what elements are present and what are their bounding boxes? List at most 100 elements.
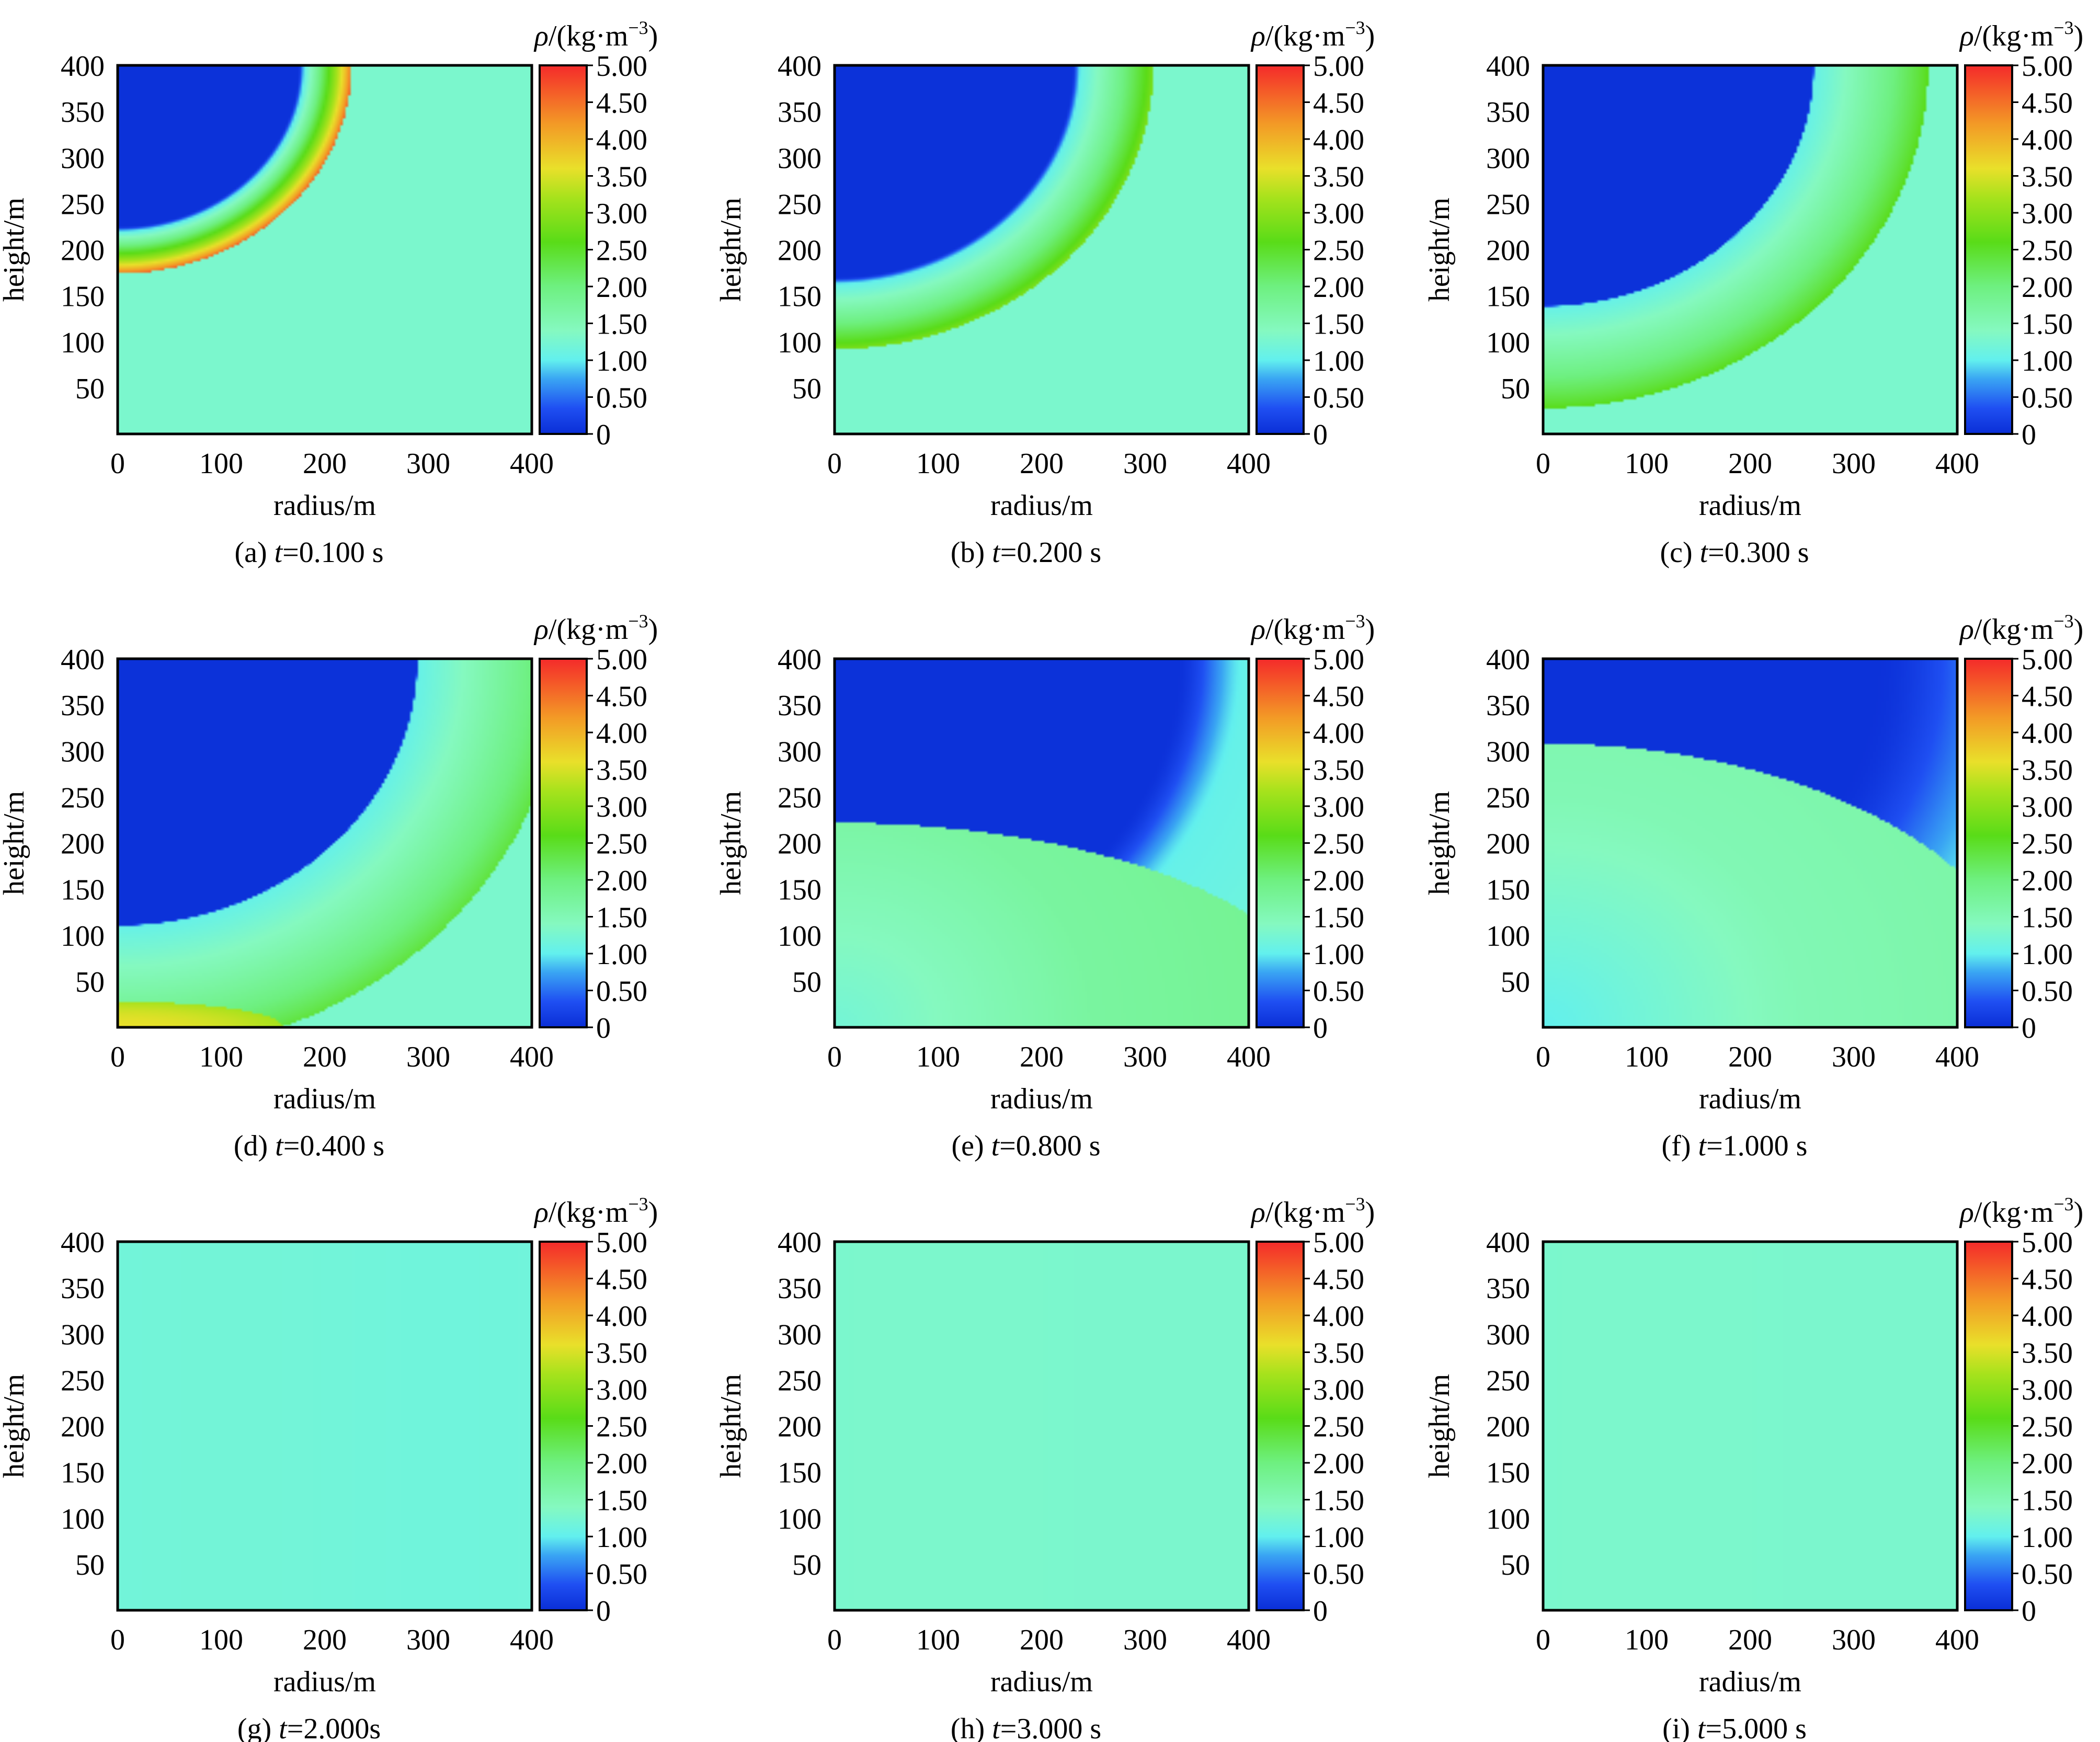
heatmap-f [1543, 659, 1957, 1027]
colorbar-tick-label: 1.50 [1313, 902, 1364, 934]
colorbar-tick-label: 3.00 [1313, 198, 1364, 230]
colorbar-tick-label: 1.50 [1313, 308, 1364, 341]
colorbar-tick-label: 0.50 [2022, 976, 2073, 1008]
y-tick-label: 250 [778, 1365, 821, 1397]
y-tick-label: 100 [778, 1503, 821, 1535]
x-tick-label: 300 [1832, 448, 1876, 480]
panel-caption: (b) t=0.200 s [951, 536, 1101, 569]
y-tick-label: 350 [778, 1273, 821, 1305]
y-tick-label: 400 [778, 1227, 821, 1259]
colorbar-tick-label: 0.50 [596, 976, 647, 1008]
x-axis-label: radius/m [990, 1666, 1093, 1698]
colorbar-tick-label: 0.50 [596, 382, 647, 415]
x-axis-label: radius/m [1699, 1666, 1801, 1698]
y-tick-label: 400 [778, 644, 821, 676]
x-tick-label: 400 [1227, 1624, 1271, 1656]
y-tick-label: 300 [1486, 1319, 1530, 1351]
y-tick-label: 50 [75, 966, 105, 999]
x-tick-label: 0 [1536, 448, 1550, 480]
y-tick-label: 50 [792, 1549, 821, 1581]
x-tick-label: 0 [827, 1041, 842, 1073]
y-tick-label: 250 [61, 1365, 105, 1397]
heatmap-h [835, 1242, 1249, 1610]
x-tick-label: 200 [303, 1041, 347, 1073]
colorbar-title: ρ/(kg·m−3) [1959, 611, 2083, 646]
y-tick-label: 250 [1486, 782, 1530, 814]
colorbar-title: ρ/(kg·m−3) [1250, 17, 1375, 52]
y-tick-label: 50 [1501, 373, 1530, 405]
y-tick-label: 200 [61, 1411, 105, 1443]
colorbar-tick-label: 4.00 [1313, 124, 1364, 156]
x-tick-label: 100 [916, 1624, 960, 1656]
x-tick-label: 400 [1935, 1624, 1979, 1656]
colorbar-tick-label: 2.50 [596, 1411, 647, 1443]
colorbar-tick-label: 2.50 [596, 828, 647, 861]
panel-caption: (e) t=0.800 s [951, 1130, 1100, 1162]
colorbar-tick-label: 0 [1313, 419, 1328, 451]
x-tick-label: 200 [1728, 1041, 1772, 1073]
x-tick-label: 300 [1832, 1041, 1876, 1073]
colorbar-tick-label: 4.50 [596, 1264, 647, 1296]
colorbar-tick-label: 2.50 [2022, 828, 2073, 861]
colorbar-tick-label: 1.00 [596, 345, 647, 377]
y-tick-label: 400 [1486, 644, 1530, 676]
y-tick-label: 200 [61, 828, 105, 861]
y-tick-label: 150 [61, 281, 105, 313]
x-tick-label: 200 [303, 448, 347, 480]
colorbar-tick-label: 3.50 [1313, 1337, 1364, 1370]
colorbar [1964, 64, 2013, 435]
y-tick-label: 400 [61, 644, 105, 676]
colorbar-tick-label: 3.00 [1313, 1374, 1364, 1406]
y-axis-label: height/m [1423, 198, 1456, 302]
colorbar-title: ρ/(kg·m−3) [1250, 1194, 1375, 1229]
colorbar-tick-label: 3.50 [2022, 754, 2073, 787]
colorbar-tick-label: 4.50 [1313, 87, 1364, 120]
colorbar-tick-label: 4.00 [1313, 717, 1364, 750]
x-tick-label: 400 [510, 448, 554, 480]
colorbar-tick-label: 5.00 [1313, 644, 1364, 676]
colorbar-tick-label: 5.00 [2022, 50, 2073, 83]
y-tick-label: 250 [61, 188, 105, 221]
y-axis-label: height/m [1423, 1374, 1456, 1478]
y-axis-label: height/m [715, 1374, 747, 1478]
colorbar-title: ρ/(kg·m−3) [533, 17, 658, 52]
colorbar-tick-label: 0 [1313, 1012, 1328, 1045]
colorbar-tick-label: 5.00 [2022, 1227, 2073, 1259]
x-tick-label: 400 [1227, 1041, 1271, 1073]
y-tick-label: 150 [61, 874, 105, 907]
y-tick-label: 350 [61, 1273, 105, 1305]
colorbar-title: ρ/(kg·m−3) [533, 611, 658, 646]
colorbar-tick-label: 3.00 [596, 1374, 647, 1406]
x-tick-label: 100 [199, 1041, 243, 1073]
y-axis-label: height/m [0, 1374, 30, 1478]
panel-a: 0 100 200 300 400 50 100 150 200 250 300 350 400 radi… [0, 17, 658, 569]
colorbar-tick-label: 1.00 [2022, 345, 2073, 377]
colorbar [539, 658, 588, 1028]
colorbar-tick-label: 3.50 [2022, 1337, 2073, 1370]
colorbar-tick-label: 3.50 [2022, 161, 2073, 193]
x-tick-label: 300 [1123, 1041, 1167, 1073]
x-tick-label: 400 [1935, 1041, 1979, 1073]
x-tick-label: 300 [406, 448, 450, 480]
colorbar-tick-label: 3.00 [2022, 791, 2073, 823]
colorbar [1256, 64, 1305, 435]
y-tick-label: 250 [778, 188, 821, 221]
y-tick-label: 100 [1486, 920, 1530, 953]
plot-frame [1542, 657, 1959, 1029]
x-tick-label: 100 [1625, 448, 1669, 480]
y-tick-label: 150 [1486, 281, 1530, 313]
colorbar-title: ρ/(kg·m−3) [533, 1194, 658, 1229]
y-axis-label: height/m [1423, 791, 1456, 895]
y-axis-label: height/m [715, 198, 747, 302]
colorbar-tick-label: 2.00 [1313, 1448, 1364, 1480]
x-axis-label: radius/m [1699, 489, 1801, 522]
y-tick-label: 50 [75, 373, 105, 405]
colorbar-tick-label: 0.50 [2022, 382, 2073, 415]
y-tick-label: 300 [778, 142, 821, 175]
y-axis-label: height/m [715, 791, 747, 895]
y-tick-label: 300 [778, 736, 821, 768]
colorbar-tick-label: 4.50 [2022, 87, 2073, 120]
colorbar-tick-label: 1.00 [596, 1521, 647, 1554]
colorbar-tick-label: 4.50 [596, 681, 647, 713]
colorbar-tick-label: 0 [596, 1012, 611, 1045]
